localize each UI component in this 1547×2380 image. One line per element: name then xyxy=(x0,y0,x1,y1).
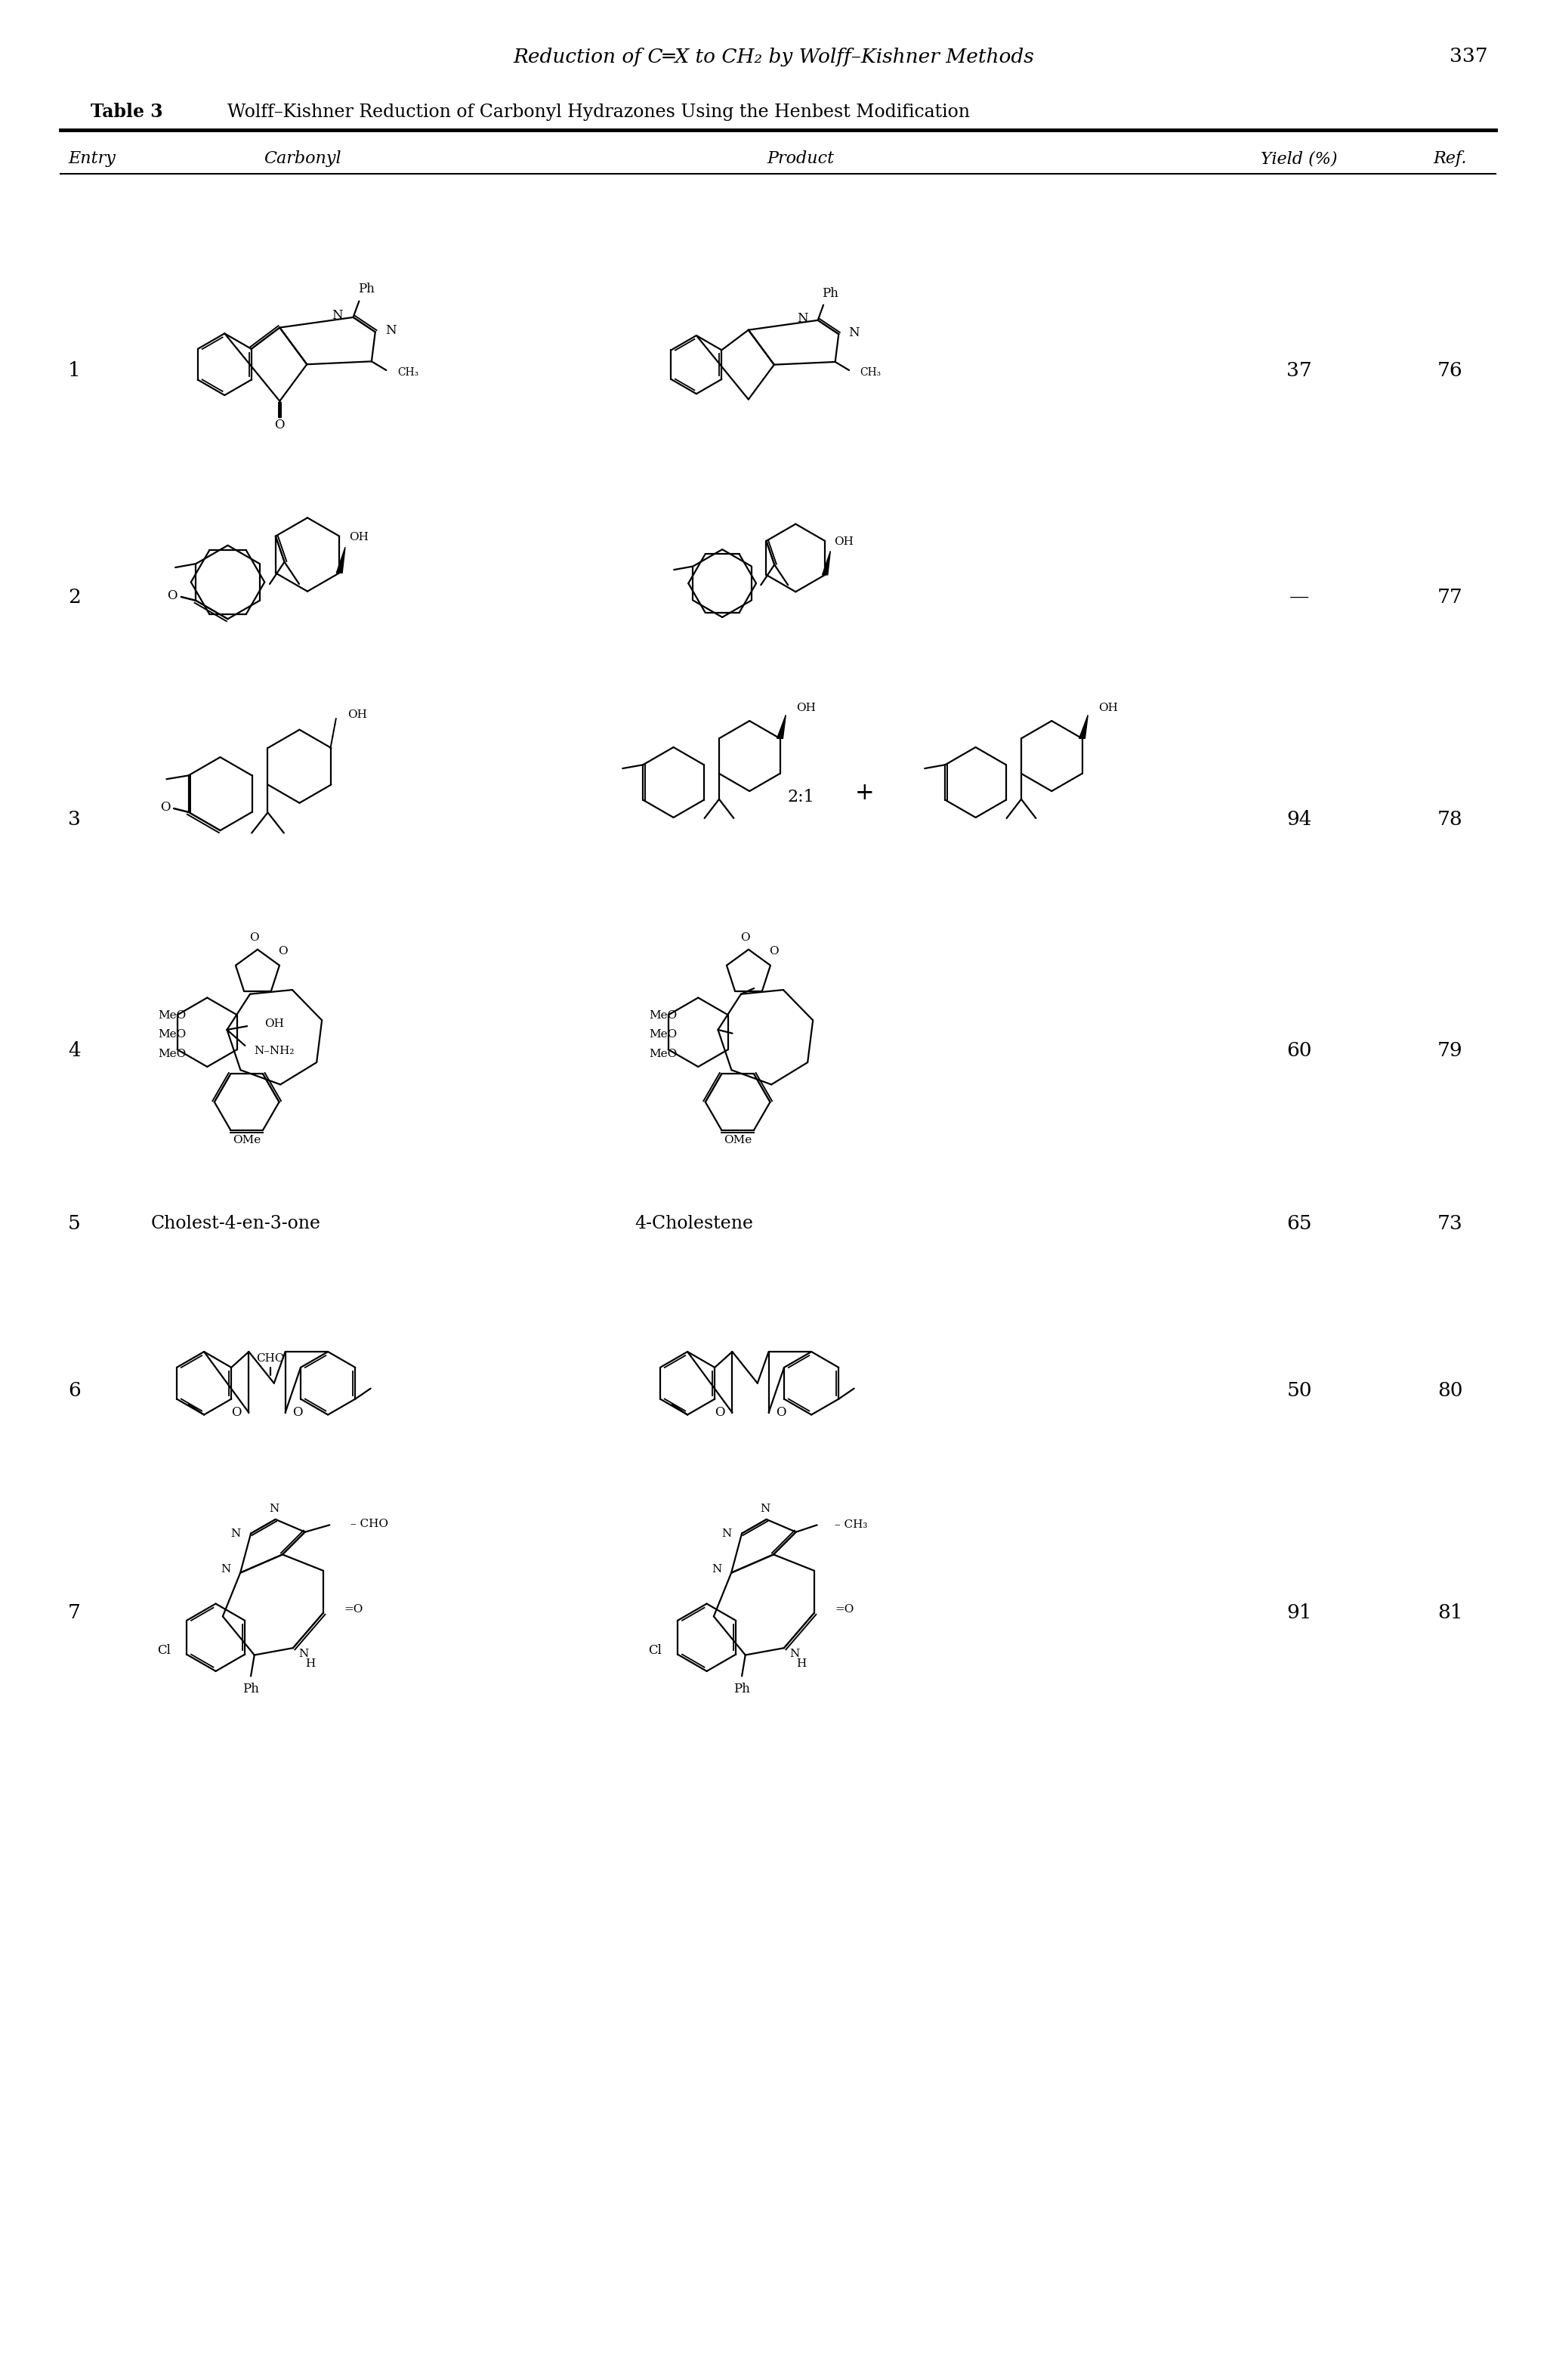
Text: N: N xyxy=(721,1528,732,1540)
Text: 337: 337 xyxy=(1450,48,1488,67)
Text: OMe: OMe xyxy=(724,1135,752,1145)
Text: 5: 5 xyxy=(68,1214,80,1233)
Text: 60: 60 xyxy=(1287,1040,1312,1059)
Text: 2:1: 2:1 xyxy=(787,788,814,804)
Text: OH: OH xyxy=(1098,702,1118,714)
Text: 81: 81 xyxy=(1437,1604,1463,1623)
Text: Ph: Ph xyxy=(821,288,838,300)
Text: 50: 50 xyxy=(1287,1380,1312,1399)
Text: 73: 73 xyxy=(1437,1214,1463,1233)
Text: 7: 7 xyxy=(68,1604,80,1623)
Polygon shape xyxy=(777,714,786,738)
Text: 37: 37 xyxy=(1287,362,1312,381)
Text: OMe: OMe xyxy=(232,1135,261,1145)
Text: MeO: MeO xyxy=(650,1028,678,1040)
Text: H: H xyxy=(306,1659,316,1668)
Text: Product: Product xyxy=(767,150,834,167)
Text: N–NH₂: N–NH₂ xyxy=(254,1047,295,1057)
Text: +: + xyxy=(855,781,874,804)
Text: Carbonyl: Carbonyl xyxy=(263,150,340,167)
Text: O: O xyxy=(275,419,285,431)
Text: O: O xyxy=(249,933,258,942)
Text: O: O xyxy=(715,1407,724,1418)
Text: 94: 94 xyxy=(1287,809,1312,828)
Text: CH₃: CH₃ xyxy=(398,367,419,378)
Text: O: O xyxy=(231,1407,241,1418)
Text: CHO: CHO xyxy=(257,1354,285,1364)
Text: 4: 4 xyxy=(68,1040,80,1059)
Text: 77: 77 xyxy=(1437,588,1463,607)
Text: Ph: Ph xyxy=(243,1683,258,1695)
Text: 91: 91 xyxy=(1287,1604,1312,1623)
Text: O: O xyxy=(769,945,778,957)
Text: Ph: Ph xyxy=(359,283,374,295)
Text: N: N xyxy=(789,1649,800,1659)
Text: 65: 65 xyxy=(1287,1214,1312,1233)
Text: – CHO: – CHO xyxy=(351,1518,388,1528)
Text: Cl: Cl xyxy=(158,1645,172,1656)
Polygon shape xyxy=(336,547,345,574)
Text: 3: 3 xyxy=(68,809,80,828)
Text: 4-Cholestene: 4-Cholestene xyxy=(634,1216,753,1233)
Text: OH: OH xyxy=(834,536,854,547)
Text: N: N xyxy=(269,1504,278,1514)
Text: 1: 1 xyxy=(68,362,80,381)
Text: Wolff–Kishner Reduction of Carbonyl Hydrazones Using the Henbest Modification: Wolff–Kishner Reduction of Carbonyl Hydr… xyxy=(217,102,970,121)
Text: O: O xyxy=(167,588,178,602)
Text: – CH₃: – CH₃ xyxy=(834,1521,868,1530)
Text: O: O xyxy=(739,933,750,942)
Text: N: N xyxy=(760,1504,770,1514)
Text: OH: OH xyxy=(265,1019,285,1028)
Text: O: O xyxy=(278,945,288,957)
Text: Reduction of C═X to CH₂ by Wolff–Kishner Methods: Reduction of C═X to CH₂ by Wolff–Kishner… xyxy=(514,48,1033,67)
Text: O: O xyxy=(292,1407,303,1418)
Text: O: O xyxy=(777,1407,786,1418)
Text: N: N xyxy=(848,326,860,340)
Text: MeO: MeO xyxy=(158,1050,186,1059)
Text: MeO: MeO xyxy=(650,1050,678,1059)
Text: Cholest-4-en-3-one: Cholest-4-en-3-one xyxy=(152,1216,322,1233)
Text: MeO: MeO xyxy=(650,1012,678,1021)
Text: N: N xyxy=(385,324,396,338)
Text: Ph: Ph xyxy=(733,1683,750,1695)
Text: —: — xyxy=(1289,588,1309,607)
Text: N: N xyxy=(712,1564,721,1576)
Text: Ref.: Ref. xyxy=(1434,150,1467,167)
Polygon shape xyxy=(1080,714,1088,738)
Text: Table 3: Table 3 xyxy=(91,102,162,121)
Text: Yield (%): Yield (%) xyxy=(1261,150,1338,167)
Text: MeO: MeO xyxy=(158,1012,186,1021)
Text: H: H xyxy=(797,1659,806,1668)
Text: OH: OH xyxy=(350,531,368,543)
Polygon shape xyxy=(823,552,831,576)
Text: O: O xyxy=(159,800,170,814)
Text: 2: 2 xyxy=(68,588,80,607)
Text: MeO: MeO xyxy=(158,1028,186,1040)
Text: N: N xyxy=(333,309,343,321)
Text: N: N xyxy=(221,1564,231,1576)
Text: N: N xyxy=(797,312,808,326)
Text: 79: 79 xyxy=(1437,1040,1463,1059)
Text: 78: 78 xyxy=(1437,809,1463,828)
Text: =O: =O xyxy=(835,1604,854,1614)
Text: OH: OH xyxy=(797,702,815,714)
Text: =O: =O xyxy=(345,1604,364,1614)
Text: 76: 76 xyxy=(1437,362,1463,381)
Text: 80: 80 xyxy=(1437,1380,1463,1399)
Text: Entry: Entry xyxy=(68,150,116,167)
Text: CH₃: CH₃ xyxy=(860,367,880,378)
Text: Cl: Cl xyxy=(648,1645,662,1656)
Text: 6: 6 xyxy=(68,1380,80,1399)
Text: OH: OH xyxy=(348,709,367,721)
Text: N: N xyxy=(299,1649,308,1659)
Text: N: N xyxy=(231,1528,240,1540)
